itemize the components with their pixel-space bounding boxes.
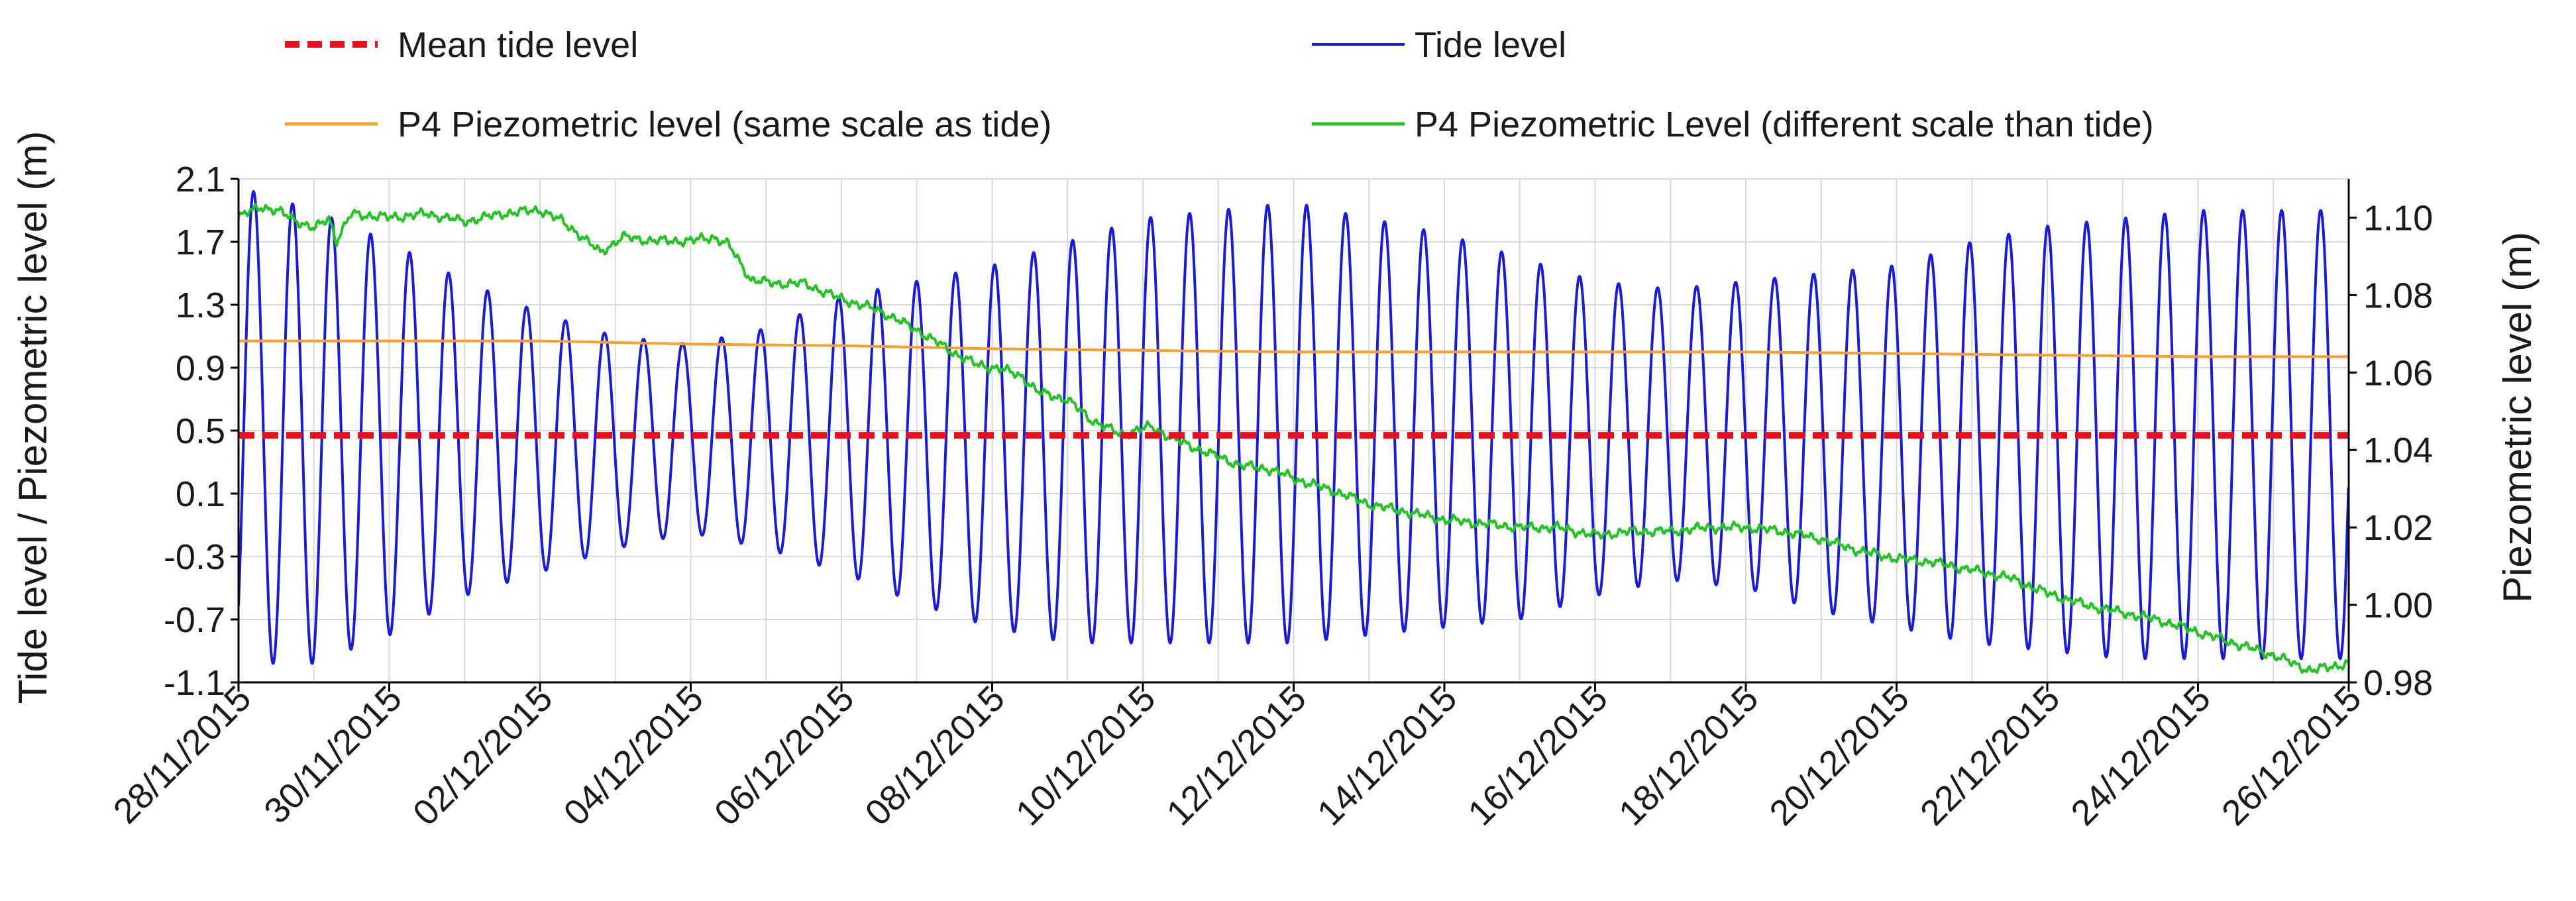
legend-label-mean-tide-level: Mean tide level [398, 25, 638, 65]
legend-item-p4-different-scale: P4 Piezometric Level (different scale th… [1312, 105, 2154, 144]
y-left-tick-label: 0.9 [176, 348, 225, 388]
y-right-tick-label: 1.00 [2363, 586, 2433, 625]
x-tick-label: 16/12/2015 [1460, 678, 1615, 833]
legend-label-tide-level: Tide level [1415, 25, 1566, 65]
x-tick-label: 12/12/2015 [1159, 678, 1314, 833]
y-left-tick-label: 0.1 [176, 474, 225, 514]
series-line-p4-same-scale [239, 339, 2349, 358]
x-tick-label: 22/12/2015 [1913, 678, 2068, 833]
y-left-tick-label: 1.3 [176, 286, 225, 325]
y-axis-right-title: Piezometric level (m) [2495, 232, 2540, 603]
x-tick-label: 06/12/2015 [707, 678, 862, 833]
x-tick-label: 02/12/2015 [405, 678, 561, 833]
y-right-tick-label: 0.98 [2363, 663, 2433, 703]
series-line-p4-different-scale [239, 203, 2349, 674]
x-tick-label: 04/12/2015 [556, 678, 711, 833]
series-line-tide-level [239, 190, 2349, 665]
legend-label-p4-different-scale: P4 Piezometric Level (different scale th… [1415, 105, 2154, 144]
legend-item-tide-level: Tide level [1312, 25, 1566, 65]
x-tick-label: 30/11/2015 [256, 678, 409, 831]
legend-item-mean-tide-level: Mean tide level [285, 25, 638, 65]
x-tick-label: 20/12/2015 [1762, 678, 1917, 833]
series-layer [239, 190, 2349, 674]
legend: Mean tide level Tide level P4 Piezometri… [285, 25, 2154, 144]
y-left-tick-label: 1.7 [176, 223, 225, 262]
y-left-tick-label: 2.1 [176, 160, 225, 199]
y-left-tick-label: -0.7 [164, 600, 225, 640]
y-left-tick-label: -1.1 [164, 663, 225, 703]
x-tick-label: 10/12/2015 [1008, 678, 1163, 833]
legend-label-p4-same-scale: P4 Piezometric level (same scale as tide… [398, 105, 1051, 144]
x-tick-label: 14/12/2015 [1310, 678, 1465, 833]
x-tick-label: 08/12/2015 [857, 678, 1012, 833]
legend-item-p4-same-scale: P4 Piezometric level (same scale as tide… [285, 105, 1051, 144]
x-tick-label: 24/12/2015 [2063, 678, 2218, 833]
x-tick-label: 18/12/2015 [1611, 678, 1766, 833]
y-right-tick-label: 1.08 [2363, 276, 2433, 315]
y-right-tick-label: 1.02 [2363, 508, 2433, 548]
y-right-tick-label: 1.06 [2363, 353, 2433, 393]
y-left-tick-label: 0.5 [176, 411, 225, 451]
y-axis-left-title: Tide level / Piezometric level (m) [11, 131, 55, 704]
x-tick-label: 26/12/2015 [2214, 678, 2369, 833]
y-right-tick-label: 1.04 [2363, 431, 2433, 470]
y-right-tick-label: 1.10 [2363, 198, 2433, 238]
y-left-tick-label: -0.3 [164, 537, 225, 577]
